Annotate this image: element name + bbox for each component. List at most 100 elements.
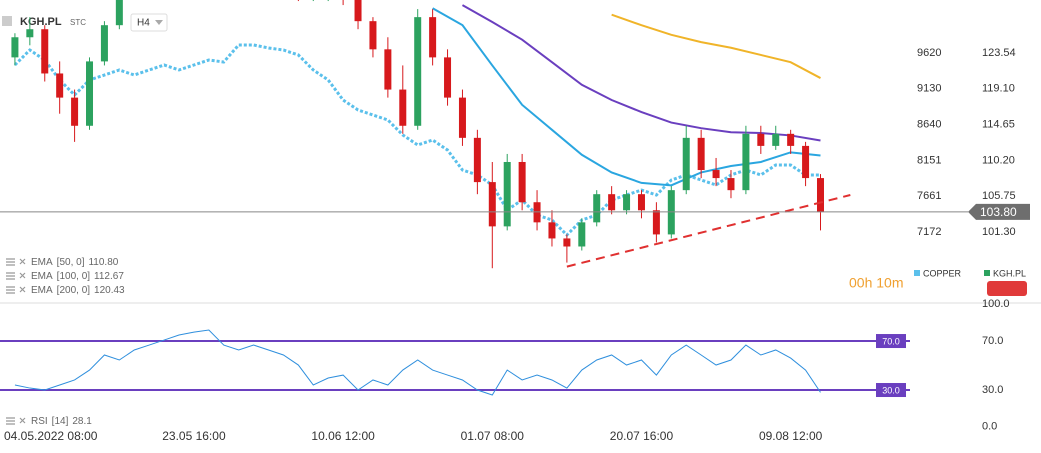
y-tick-label: 105.75	[982, 190, 1016, 202]
main-plot	[11, 0, 851, 269]
x-tick-label: 23.05 16:00	[162, 429, 226, 443]
indicator-name: EMA	[31, 285, 53, 296]
indicator-remove-icon	[19, 417, 26, 424]
indicator-icon	[6, 258, 15, 266]
rsi-tick-label: 0.0	[982, 421, 997, 433]
rsi-tick-label: 100.0	[982, 298, 1010, 310]
x-tick-label: 01.07 08:00	[461, 429, 525, 443]
candle-body	[429, 17, 437, 58]
dropdown-arrow	[155, 20, 163, 25]
indicator-legend: RSI [14] 28.1	[31, 416, 92, 427]
candle-body	[712, 170, 720, 179]
indicator-remove-icon	[19, 286, 26, 293]
candle-body	[816, 178, 824, 212]
y2-tick-label: 8151	[917, 154, 941, 166]
indicator-params: [14]	[52, 416, 69, 427]
candle-body	[802, 145, 810, 179]
rsi-level-label: 30.0	[882, 385, 900, 395]
rsi-tick-label: 70.0	[982, 335, 1003, 347]
x-tick-label: 09.08 12:00	[759, 429, 823, 443]
candle-body	[458, 97, 466, 138]
current-price-label: 103.80	[980, 205, 1017, 219]
indicator-params: [100, 0]	[57, 271, 91, 282]
legend-label: COPPER	[923, 268, 962, 278]
candle-body	[354, 0, 362, 22]
candle-body	[742, 133, 750, 191]
candle-body	[11, 37, 19, 58]
candle-body	[414, 17, 422, 126]
candle-body	[697, 137, 705, 171]
indicator-params: [50, 0]	[57, 257, 85, 268]
x-tick-label: 04.05.2022 08:00	[4, 429, 98, 443]
trendline	[566, 194, 851, 268]
candle-body	[115, 0, 123, 26]
candle-body	[41, 29, 49, 74]
candle-body	[787, 133, 795, 146]
current-price-badge	[968, 203, 1030, 220]
candle-body	[56, 73, 64, 98]
rsi-tick-label: 30.0	[982, 384, 1003, 396]
candle-body	[727, 178, 735, 191]
y-tick-label: 119.10	[982, 83, 1015, 95]
candle-body	[473, 137, 481, 183]
indicator-remove-icon	[19, 258, 26, 265]
rsi-line	[14, 329, 821, 396]
candle-body	[608, 194, 616, 211]
y2-tick-label: 8640	[917, 119, 941, 131]
candle-body	[623, 194, 631, 211]
candle-body	[593, 194, 601, 223]
candle-body	[652, 210, 660, 235]
symbol-title: KGH.PL	[20, 16, 62, 28]
candle-body	[444, 57, 452, 98]
indicator-value: 110.80	[88, 257, 118, 268]
candle-body	[71, 97, 79, 126]
indicator-value: 28.1	[72, 416, 92, 427]
indicator-remove-icon	[19, 272, 26, 279]
indicator-icon	[6, 272, 15, 280]
candle-body	[369, 21, 377, 50]
y-tick-label: 110.20	[982, 154, 1015, 166]
interval-label[interactable]: H4	[137, 18, 150, 29]
candle-body	[488, 182, 496, 227]
indicator-name: EMA	[31, 271, 53, 282]
candle-countdown: 00h 10m	[849, 275, 903, 291]
indicator-icon	[6, 286, 15, 294]
candle-body	[86, 61, 94, 126]
rsi-level-label: 70.0	[882, 336, 900, 346]
price-badge	[987, 281, 1027, 296]
candle-body	[548, 222, 556, 239]
interval-dropdown[interactable]	[130, 13, 168, 32]
y2-tick-label: 9130	[917, 83, 941, 95]
candle-body	[100, 25, 108, 62]
indicator-legend: EMA [100, 0] 112.67	[31, 271, 124, 282]
candle-body	[563, 238, 571, 247]
indicator-icon	[6, 417, 15, 425]
candle-body	[518, 161, 526, 203]
x-tick-label: 10.06 12:00	[311, 429, 375, 443]
candle-body	[757, 133, 765, 146]
candle-body	[682, 137, 690, 191]
candle-body	[384, 49, 392, 90]
y2-tick-label: 7172	[917, 226, 941, 238]
indicator-name: RSI	[31, 416, 48, 427]
symbol-icon	[2, 16, 12, 26]
candle-body	[399, 89, 407, 126]
y2-tick-label: 7661	[917, 190, 941, 202]
symbol-market: STC	[70, 18, 86, 27]
y-tick-label: 114.65	[982, 118, 1015, 130]
indicator-value: 112.67	[94, 271, 124, 282]
candle-body	[503, 161, 511, 227]
candle-body	[578, 222, 586, 247]
indicator-value: 120.43	[94, 285, 125, 296]
y-tick-label: 101.30	[982, 226, 1016, 238]
ema-line	[611, 13, 821, 79]
candle-body	[26, 29, 34, 38]
x-tick-label: 20.07 16:00	[610, 429, 674, 443]
ema-line	[432, 7, 821, 187]
candle-body	[637, 194, 645, 211]
indicator-legend: EMA [50, 0] 110.80	[31, 257, 119, 268]
rsi-level-badge	[876, 383, 906, 398]
indicator-legend: EMA [200, 0] 120.43	[31, 285, 125, 296]
legend-swatch	[984, 270, 990, 276]
